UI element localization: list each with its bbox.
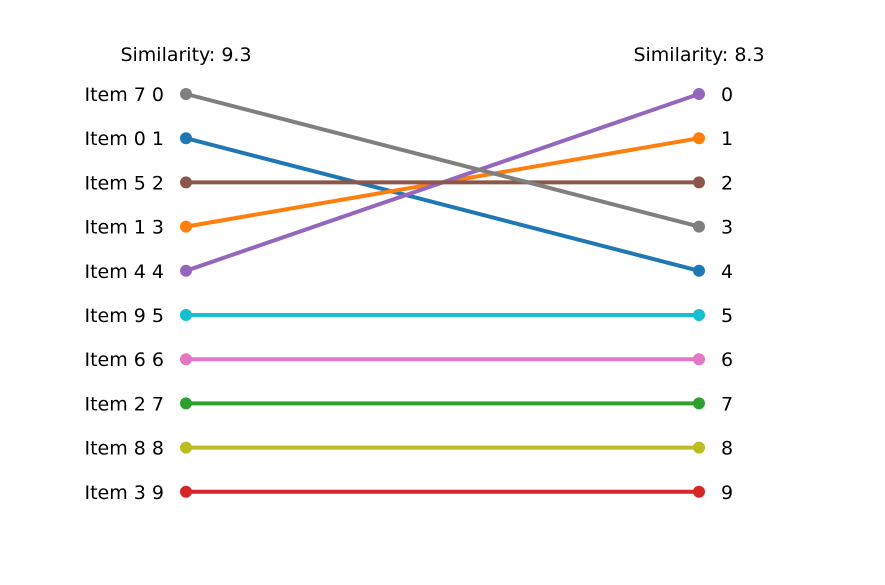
right-point-item-7 [693, 220, 705, 233]
left-point-item-8 [180, 441, 192, 454]
right-point-item-5 [693, 176, 705, 189]
right-label-0: 0 [721, 84, 733, 106]
right-point-item-2 [693, 397, 705, 410]
left-point-item-2 [180, 397, 192, 410]
left-label-2: Item 5 2 [84, 172, 164, 194]
left-label-6: Item 6 6 [84, 349, 164, 371]
left-label-7: Item 2 7 [84, 393, 164, 415]
right-label-4: 4 [721, 261, 733, 283]
left-point-item-6 [180, 353, 192, 366]
right-label-6: 6 [721, 349, 733, 371]
right-point-item-9 [693, 309, 705, 321]
left-point-item-4 [180, 264, 192, 277]
right-point-item-6 [693, 353, 705, 366]
left-rank-labels: Item 7 0 Item 0 1 Item 5 2 Item 1 3 Item 4 4… [84, 84, 164, 504]
series-line-item-7 [185, 92, 700, 229]
right-point-item-0 [693, 264, 705, 277]
left-point-item-1 [180, 220, 192, 233]
left-label-3: Item 1 3 [84, 217, 164, 239]
right-label-3: 3 [721, 217, 733, 239]
series-line-item-0 [185, 136, 700, 273]
right-point-item-8 [693, 441, 705, 454]
right-label-9: 9 [721, 482, 733, 504]
left-label-1: Item 0 1 [84, 128, 164, 150]
right-point-item-1 [693, 132, 705, 145]
right-label-5: 5 [721, 305, 733, 327]
right-rank-labels: 0 1 2 3 4 5 6 7 8 9 [721, 84, 733, 504]
right-label-1: 1 [721, 128, 733, 150]
left-column-title: Similarity: 9.3 [120, 44, 251, 66]
right-column-title: Similarity: 8.3 [633, 44, 764, 66]
right-point-item-3 [693, 485, 705, 498]
series-points [180, 88, 705, 498]
right-point-item-4 [693, 88, 705, 100]
right-label-8: 8 [721, 438, 733, 460]
right-label-2: 2 [721, 172, 733, 194]
right-label-7: 7 [721, 393, 733, 415]
left-label-9: Item 3 9 [84, 482, 164, 504]
left-label-4: Item 4 4 [84, 261, 164, 283]
left-label-8: Item 8 8 [84, 438, 164, 460]
left-point-item-0 [180, 132, 192, 145]
left-point-item-3 [180, 485, 192, 498]
left-point-item-9 [180, 309, 192, 321]
left-label-0: Item 7 0 [84, 84, 164, 106]
left-point-item-5 [180, 176, 192, 189]
left-label-5: Item 9 5 [84, 305, 164, 327]
series-lines [185, 92, 700, 494]
left-point-item-7 [180, 88, 192, 100]
